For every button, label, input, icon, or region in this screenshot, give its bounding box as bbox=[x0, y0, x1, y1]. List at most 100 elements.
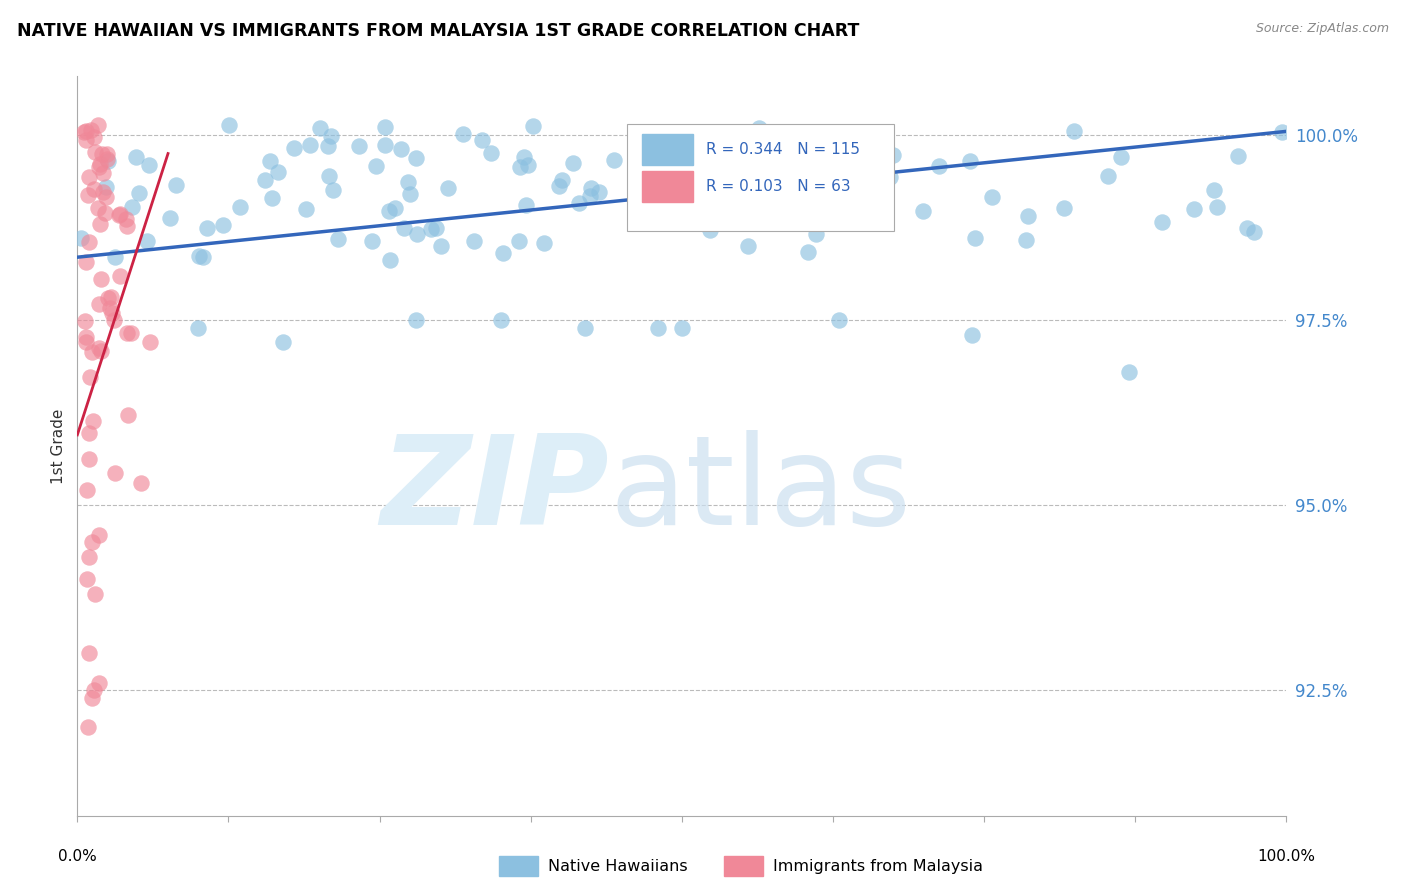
Point bbox=[260, 191, 283, 205]
Point bbox=[96, 153, 118, 167]
Point bbox=[963, 231, 986, 245]
Point bbox=[405, 152, 427, 166]
Point bbox=[80, 123, 103, 137]
Point bbox=[89, 217, 111, 231]
Point bbox=[980, 190, 1002, 204]
Point bbox=[1052, 201, 1074, 215]
Point bbox=[863, 137, 886, 152]
Point bbox=[82, 414, 104, 428]
Text: 0.0%: 0.0% bbox=[58, 849, 97, 864]
Point bbox=[100, 290, 122, 304]
Point bbox=[77, 720, 100, 734]
Point bbox=[73, 125, 96, 139]
Text: R = 0.103   N = 63: R = 0.103 N = 63 bbox=[706, 178, 851, 194]
Text: Immigrants from Malaysia: Immigrants from Malaysia bbox=[773, 859, 983, 873]
Point bbox=[364, 159, 387, 173]
Point bbox=[191, 250, 214, 264]
Point bbox=[508, 234, 530, 248]
Point bbox=[737, 239, 759, 253]
Point bbox=[378, 252, 401, 267]
Point bbox=[125, 150, 148, 164]
Point bbox=[492, 246, 515, 260]
Point bbox=[436, 181, 458, 195]
Point bbox=[87, 528, 110, 542]
Point bbox=[121, 200, 143, 214]
Point bbox=[212, 219, 235, 233]
Point bbox=[309, 120, 332, 135]
Point bbox=[188, 249, 211, 263]
Point bbox=[430, 239, 453, 253]
Point bbox=[138, 158, 160, 172]
Point bbox=[76, 483, 98, 497]
Point bbox=[1271, 125, 1294, 139]
Point bbox=[699, 222, 721, 236]
Text: Source: ZipAtlas.com: Source: ZipAtlas.com bbox=[1256, 22, 1389, 36]
Point bbox=[328, 232, 350, 246]
Point bbox=[195, 220, 218, 235]
Text: 100.0%: 100.0% bbox=[1257, 849, 1316, 864]
Point bbox=[717, 186, 740, 201]
Point bbox=[79, 646, 101, 660]
Point bbox=[114, 212, 136, 227]
Point bbox=[83, 182, 105, 196]
Point bbox=[77, 235, 100, 249]
Point bbox=[90, 271, 112, 285]
Point bbox=[489, 313, 512, 327]
Point bbox=[574, 320, 596, 334]
Point bbox=[84, 587, 107, 601]
Point bbox=[626, 173, 648, 187]
Point bbox=[318, 139, 340, 153]
Point bbox=[551, 173, 574, 187]
Point bbox=[517, 158, 540, 172]
Point bbox=[82, 344, 104, 359]
Point bbox=[509, 160, 531, 174]
Point bbox=[108, 207, 131, 221]
Point bbox=[378, 204, 401, 219]
Point bbox=[562, 156, 585, 170]
Point bbox=[96, 190, 118, 204]
Text: atlas: atlas bbox=[609, 430, 911, 551]
Point bbox=[647, 320, 669, 334]
Point bbox=[1243, 225, 1265, 239]
Point bbox=[76, 572, 98, 586]
Point bbox=[89, 342, 111, 356]
Point bbox=[94, 206, 117, 220]
Point bbox=[548, 179, 571, 194]
Point bbox=[83, 683, 105, 698]
Point bbox=[405, 313, 427, 327]
Point bbox=[830, 161, 852, 176]
Point bbox=[1097, 169, 1119, 183]
Point bbox=[115, 219, 138, 233]
Point bbox=[159, 211, 181, 225]
Point bbox=[75, 133, 97, 147]
Point bbox=[603, 153, 626, 168]
Point bbox=[588, 186, 610, 200]
Point bbox=[463, 234, 485, 248]
Point bbox=[83, 129, 105, 144]
Point bbox=[959, 153, 981, 168]
Point bbox=[104, 250, 127, 264]
Point bbox=[80, 535, 103, 549]
Point bbox=[828, 313, 851, 327]
Text: R = 0.344   N = 115: R = 0.344 N = 115 bbox=[706, 142, 860, 157]
Point bbox=[1182, 202, 1205, 216]
Point bbox=[70, 230, 93, 244]
Point bbox=[229, 200, 252, 214]
Point bbox=[89, 297, 111, 311]
Point bbox=[479, 146, 502, 161]
Point bbox=[581, 181, 603, 195]
Point bbox=[384, 202, 406, 216]
Point bbox=[266, 164, 288, 178]
Point bbox=[672, 145, 695, 160]
Point bbox=[671, 320, 693, 334]
Point bbox=[374, 138, 396, 153]
Point bbox=[75, 335, 97, 350]
Point bbox=[1236, 221, 1258, 235]
FancyBboxPatch shape bbox=[627, 124, 894, 231]
Point bbox=[425, 220, 447, 235]
Point bbox=[744, 178, 766, 193]
Text: NATIVE HAWAIIAN VS IMMIGRANTS FROM MALAYSIA 1ST GRADE CORRELATION CHART: NATIVE HAWAIIAN VS IMMIGRANTS FROM MALAY… bbox=[17, 22, 859, 40]
Point bbox=[115, 326, 138, 341]
Point bbox=[98, 301, 121, 316]
Point bbox=[139, 335, 162, 350]
